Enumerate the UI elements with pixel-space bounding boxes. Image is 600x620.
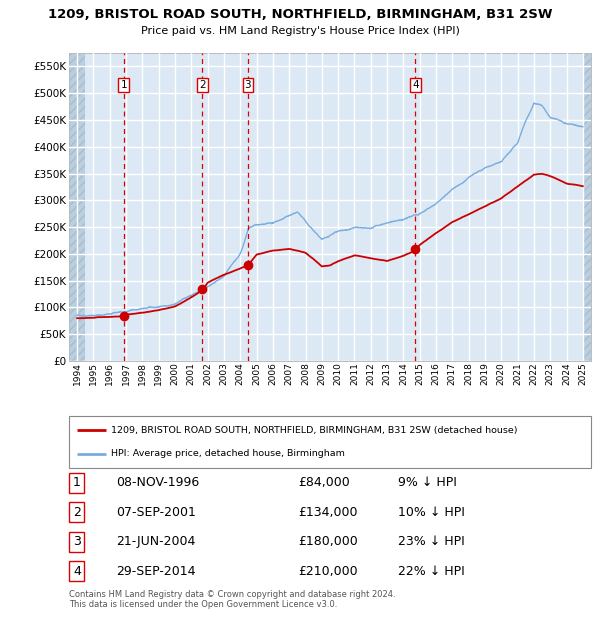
Text: 3: 3 — [245, 81, 251, 91]
Text: 23% ↓ HPI: 23% ↓ HPI — [398, 535, 464, 548]
Bar — [69, 53, 85, 361]
Text: 2: 2 — [199, 81, 206, 91]
Text: 21-JUN-2004: 21-JUN-2004 — [116, 535, 196, 548]
Text: 1: 1 — [121, 81, 127, 91]
Text: 4: 4 — [412, 81, 419, 91]
Text: HPI: Average price, detached house, Birmingham: HPI: Average price, detached house, Birm… — [111, 450, 344, 458]
Text: 4: 4 — [73, 565, 81, 578]
Text: £180,000: £180,000 — [299, 535, 358, 548]
Text: 10% ↓ HPI: 10% ↓ HPI — [398, 506, 465, 519]
Text: 1209, BRISTOL ROAD SOUTH, NORTHFIELD, BIRMINGHAM, B31 2SW: 1209, BRISTOL ROAD SOUTH, NORTHFIELD, BI… — [48, 8, 552, 21]
Text: 22% ↓ HPI: 22% ↓ HPI — [398, 565, 464, 578]
Text: 9% ↓ HPI: 9% ↓ HPI — [398, 476, 457, 489]
Text: 1209, BRISTOL ROAD SOUTH, NORTHFIELD, BIRMINGHAM, B31 2SW (detached house): 1209, BRISTOL ROAD SOUTH, NORTHFIELD, BI… — [111, 425, 517, 435]
Text: Price paid vs. HM Land Registry's House Price Index (HPI): Price paid vs. HM Land Registry's House … — [140, 26, 460, 36]
Bar — [583, 53, 591, 361]
Text: £84,000: £84,000 — [299, 476, 350, 489]
FancyBboxPatch shape — [69, 416, 591, 468]
Text: 1: 1 — [73, 476, 81, 489]
Text: 3: 3 — [73, 535, 81, 548]
Text: 2: 2 — [73, 506, 81, 519]
Text: 29-SEP-2014: 29-SEP-2014 — [116, 565, 196, 578]
Text: 07-SEP-2001: 07-SEP-2001 — [116, 506, 196, 519]
Text: £210,000: £210,000 — [299, 565, 358, 578]
Text: Contains HM Land Registry data © Crown copyright and database right 2024.
This d: Contains HM Land Registry data © Crown c… — [69, 590, 395, 609]
Text: £134,000: £134,000 — [299, 506, 358, 519]
Text: 08-NOV-1996: 08-NOV-1996 — [116, 476, 199, 489]
